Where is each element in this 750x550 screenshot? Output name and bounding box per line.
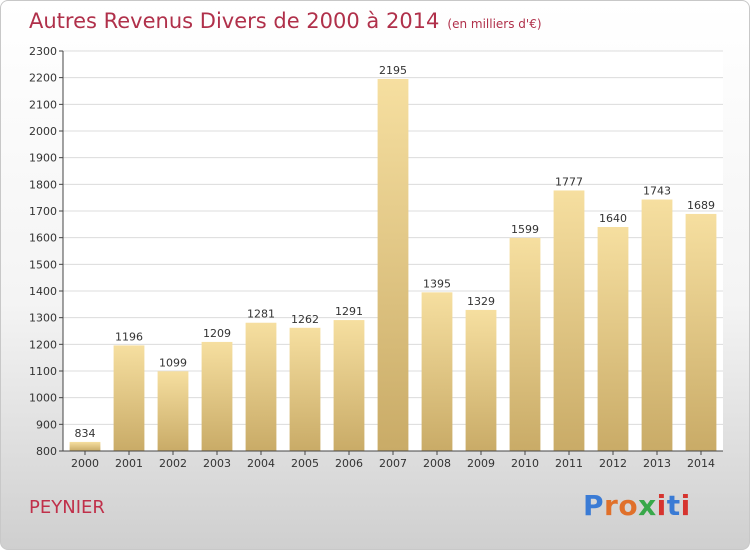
x-tick-label-2012: 2012 [599,457,627,470]
y-axis: 800 900 1000 1100 1200 1300 1400 1500 1600 1700 18… [29,45,64,458]
y-tick-label: 900 [36,418,57,431]
bar-2000 [69,441,101,451]
chart-title-unit: (en milliers d'€) [447,17,542,31]
logo-letter: x [638,489,657,522]
data-label-2006: 1291 [335,305,363,318]
data-label-2003: 1209 [203,327,231,340]
x-tick-label-2000: 2000 [71,457,99,470]
bar-2002 [157,371,189,451]
data-label-2000: 834 [75,427,96,440]
x-tick-label-2002: 2002 [159,457,187,470]
logo-letter: o [618,489,639,522]
y-tick-label: 2200 [29,72,57,85]
bar-2009 [465,309,497,451]
x-axis: 2000 2001 2002 2003 2004 2005 2006 2007 2008 2009… [63,450,723,470]
y-tick-label: 2000 [29,125,57,138]
bar-2003 [201,341,233,451]
x-tick-label-2013: 2013 [643,457,671,470]
y-tick-label: 1900 [29,152,57,165]
bar-2001 [113,345,145,451]
bar-2007 [377,79,409,451]
bar-2013 [641,199,673,451]
x-tick-label-2005: 2005 [291,457,319,470]
data-label-2010: 1599 [511,223,539,236]
y-tick-label: 2300 [29,45,57,58]
bars: 834 1196 1099 1209 1281 1262 1291 2195 1395 1329 1… [69,64,717,451]
y-tick-label: 1600 [29,232,57,245]
x-tick-label-2009: 2009 [467,457,495,470]
proxiti-logo: Proxiti [583,489,691,522]
y-tick-label: 2100 [29,98,57,111]
commune-name: PEYNIER [29,497,105,518]
data-label-2002: 1099 [159,356,187,369]
y-tick-label: 800 [36,445,57,458]
x-tick-label-2011: 2011 [555,457,583,470]
bar-2014 [685,213,717,451]
x-tick-label-2014: 2014 [687,457,715,470]
x-tick-label-2007: 2007 [379,457,407,470]
chart-title-main: Autres Revenus Divers de 2000 à 2014 [29,9,440,33]
bar-2006 [333,320,365,451]
logo-letter: i [656,489,667,522]
bar-2004 [245,322,277,451]
data-label-2008: 1395 [423,277,451,290]
bar-2005 [289,327,321,451]
x-tick-label-2006: 2006 [335,457,363,470]
x-tick-label-2010: 2010 [511,457,539,470]
x-tick-label-2003: 2003 [203,457,231,470]
y-tick-label: 1100 [29,365,57,378]
y-tick-label: 1000 [29,392,57,405]
logo-letter: r [604,489,619,522]
logo-letter: P [583,489,605,522]
data-label-2007: 2195 [379,64,407,77]
y-tick-label: 1300 [29,312,57,325]
data-label-2001: 1196 [115,330,143,343]
y-tick-label: 1200 [29,338,57,351]
y-tick-label: 1400 [29,285,57,298]
data-label-2011: 1777 [555,175,583,188]
bar-2011 [553,190,585,451]
x-tick-label-2008: 2008 [423,457,451,470]
x-tick-label-2004: 2004 [247,457,275,470]
logo-letter: t [666,489,681,522]
x-tick-label-2001: 2001 [115,457,143,470]
data-label-2005: 1262 [291,313,319,326]
data-label-2009: 1329 [467,295,495,308]
bar-2010 [509,237,541,451]
data-label-2004: 1281 [247,308,275,321]
y-tick-label: 1700 [29,205,57,218]
data-label-2013: 1743 [643,185,671,198]
bar-2012 [597,227,629,451]
chart-title: Autres Revenus Divers de 2000 à 2014 (en … [29,9,542,33]
data-label-2014: 1689 [687,199,715,212]
y-tick-label: 1500 [29,258,57,271]
data-label-2012: 1640 [599,212,627,225]
y-tick-label: 1800 [29,178,57,191]
bar-2008 [421,292,453,451]
logo-letter: i [680,489,691,522]
